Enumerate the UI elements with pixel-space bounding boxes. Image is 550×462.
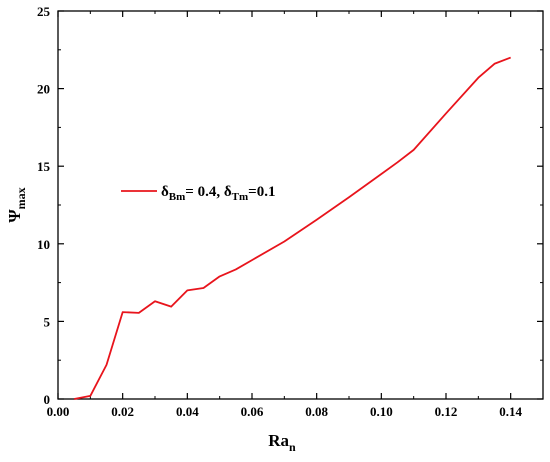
x-tick-label: 0.06 [241, 404, 264, 419]
x-axis-ticks: 0.00 0.02 0.04 0.06 0.08 0.10 0.12 0.14 [47, 11, 523, 419]
plot-frame [57, 10, 544, 400]
x-tick-label: 0.02 [111, 404, 134, 419]
y-axis-title: Ψmax [5, 187, 28, 222]
series-layer [74, 56, 511, 400]
x-tick-label: 0.08 [305, 404, 328, 419]
legend: δBm= 0.4, δTm=0.1 [121, 184, 275, 203]
y-tick-label: 20 [37, 82, 50, 97]
y-tick-label: 25 [37, 4, 51, 19]
y-axis-ticks: 0 5 10 15 20 25 [37, 4, 543, 407]
series-line-0 [74, 56, 511, 400]
x-axis-title: Ran [268, 431, 296, 454]
legend-label: δBm= 0.4, δTm=0.1 [161, 184, 275, 203]
x-tick-label: 0.10 [370, 404, 393, 419]
y-tick-label: 10 [37, 237, 50, 252]
x-tick-label: 0.04 [176, 404, 199, 419]
x-tick-label: 0.12 [435, 404, 458, 419]
x-tick-label: 0.14 [499, 404, 522, 419]
y-tick-label: 5 [44, 314, 51, 329]
y-tick-label: 15 [37, 159, 51, 174]
y-tick-label: 0 [44, 392, 51, 407]
x-tick-label: 0.00 [47, 404, 70, 419]
